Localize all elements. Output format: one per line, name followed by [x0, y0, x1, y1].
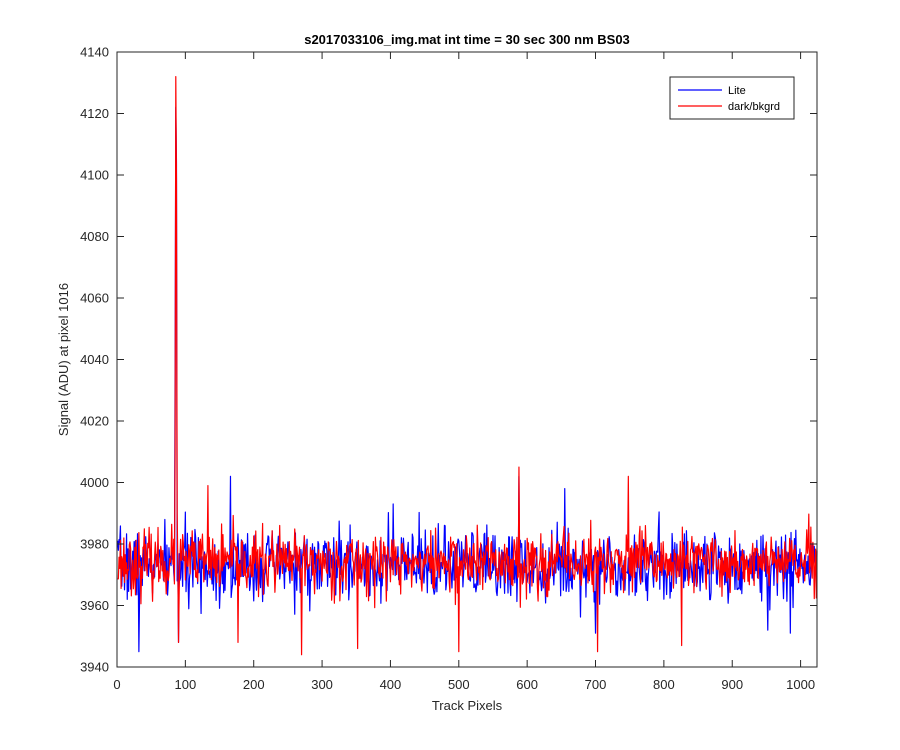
- y-tick-label: 4140: [80, 45, 109, 60]
- y-tick-label: 3940: [80, 660, 109, 675]
- ticks-layer: 0 100 200 300 400 500 600 700 800 900 1000 3940 3960…: [80, 45, 817, 692]
- x-tick-label: 700: [585, 677, 607, 692]
- y-tick-label: 4120: [80, 106, 109, 121]
- x-tick-label: 800: [653, 677, 675, 692]
- legend-label-dark-bkgrd: dark/bkgrd: [728, 101, 780, 113]
- y-tick-label: 3960: [80, 598, 109, 613]
- legend-box: [669, 76, 795, 120]
- y-tick-label: 4100: [80, 168, 109, 183]
- x-tick-label: 900: [721, 677, 743, 692]
- x-tick-label: 1000: [786, 677, 815, 692]
- y-tick-label: 3980: [80, 537, 109, 552]
- legend-label-lite: Lite: [728, 85, 746, 97]
- y-axis-label: Signal (ADU) at pixel 1016: [56, 283, 71, 436]
- series-line-dark-bkgrd: [117, 75, 818, 656]
- x-axis-label: Track Pixels: [432, 698, 503, 713]
- y-tick-label: 4020: [80, 414, 109, 429]
- x-tick-label: 100: [175, 677, 197, 692]
- x-tick-label: 0: [113, 677, 120, 692]
- series-layer: [117, 75, 818, 656]
- x-tick-label: 600: [516, 677, 538, 692]
- y-tick-label: 4060: [80, 291, 109, 306]
- legend: Lite dark/bkgrd: [669, 76, 795, 120]
- y-tick-label: 4040: [80, 352, 109, 367]
- x-tick-label: 400: [380, 677, 402, 692]
- x-tick-label: 500: [448, 677, 470, 692]
- x-tick-label: 300: [311, 677, 333, 692]
- x-tick-label: 200: [243, 677, 265, 692]
- chart-title: s2017033106_img.mat int time = 30 sec 30…: [304, 32, 630, 47]
- y-tick-label: 4080: [80, 229, 109, 244]
- y-tick-label: 4000: [80, 475, 109, 490]
